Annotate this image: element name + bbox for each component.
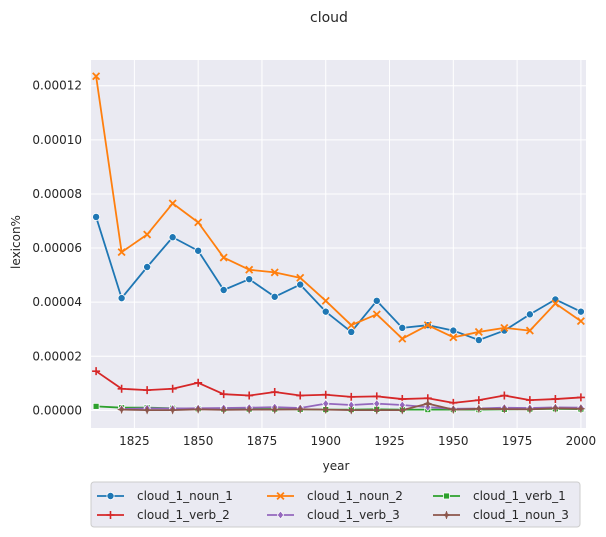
data-point (93, 213, 100, 220)
x-tick-label: 1925 (374, 434, 405, 448)
data-point (195, 247, 202, 254)
legend-label: cloud_1_noun_3 (473, 508, 569, 522)
y-tick-label: 0.00002 (32, 349, 82, 363)
x-tick-label: 1975 (502, 434, 533, 448)
data-point (144, 263, 151, 270)
x-tick-label: 1950 (438, 434, 469, 448)
x-tick-label: 1850 (183, 434, 214, 448)
chart-title: cloud (310, 10, 348, 26)
data-point (348, 328, 355, 335)
y-tick-label: 0.00008 (32, 187, 82, 201)
x-tick-label: 1900 (310, 434, 341, 448)
y-tick-label: 0.00006 (32, 241, 82, 255)
data-point (526, 311, 533, 318)
legend-label: cloud_1_noun_1 (137, 489, 233, 503)
data-point (169, 234, 176, 241)
data-point (271, 293, 278, 300)
x-axis-label: year (323, 459, 350, 473)
data-point (577, 308, 584, 315)
legend: cloud_1_noun_1 cloud_1_noun_2 cloud_1_verb… (91, 482, 580, 527)
legend-label: cloud_1_noun_2 (307, 489, 403, 503)
y-tick-label: 0.00010 (32, 133, 82, 147)
y-tick-label: 0.00000 (32, 403, 82, 417)
legend-marker (107, 492, 114, 499)
x-tick-label: 1875 (247, 434, 278, 448)
y-axis-label: lexicon% (9, 215, 23, 269)
data-point (373, 297, 380, 304)
data-point (93, 403, 99, 409)
data-point (450, 327, 457, 334)
data-point (475, 336, 482, 343)
legend-label: cloud_1_verb_2 (137, 508, 230, 522)
data-point (118, 295, 125, 302)
legend-label: cloud_1_verb_3 (307, 508, 400, 522)
data-point (220, 286, 227, 293)
legend-marker (444, 493, 450, 499)
data-point (246, 276, 253, 283)
y-tick-label: 0.00004 (32, 295, 82, 309)
data-point (322, 308, 329, 315)
legend-label: cloud_1_verb_1 (473, 489, 566, 503)
data-point (297, 281, 304, 288)
data-point (399, 324, 406, 331)
y-tick-label: 0.00012 (32, 79, 82, 93)
x-tick-label: 2000 (566, 434, 597, 448)
x-tick-label: 1825 (119, 434, 150, 448)
plot-area (91, 60, 586, 428)
